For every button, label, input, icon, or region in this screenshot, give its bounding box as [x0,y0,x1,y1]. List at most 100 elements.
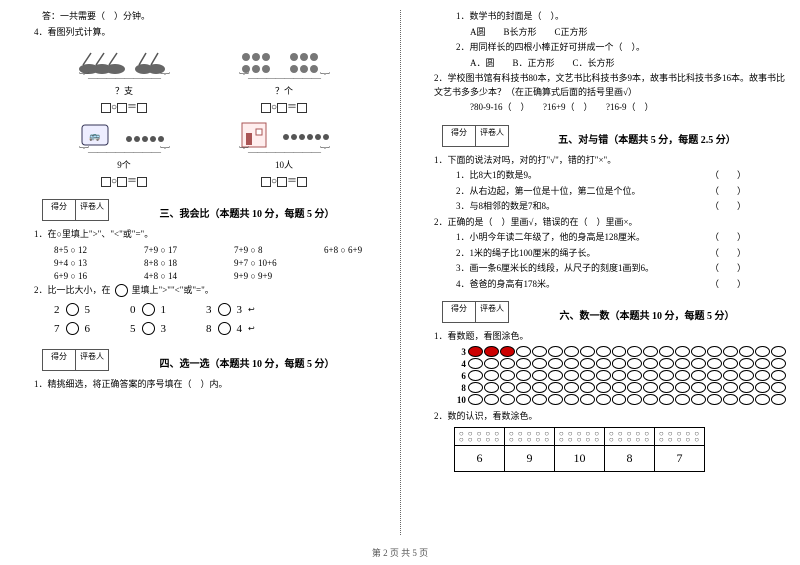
section-4-title: 四、选一选（本题共 10 分，每题 5 分） [108,345,386,370]
count-oval [771,394,786,405]
tf-row: 1．小明今年读二年级了，他的身高是128厘米。（ ） [414,231,786,245]
count-label: 6 [452,371,466,381]
count-oval [596,358,611,369]
bigcmp-cell: 76 [54,322,90,335]
section-3-title: 三、我会比（本题共 10 分，每题 5 分） [108,195,386,220]
dots-cell: ○ ○ ○ ○ ○○ ○ ○ ○ ○ [605,428,655,446]
sec4-q1: 1．精挑细选，将正确答案的序号填在（ ）内。 [14,378,386,392]
count-oval [771,346,786,357]
cmp-cell: 7+9 ○ 17 [144,245,206,255]
count-oval [755,370,770,381]
q4-text: 4．看图列式计算。 [14,26,386,40]
tf-row: 4．爸爸的身高有178米。（ ） [414,278,786,292]
count-oval [484,394,499,405]
fig4-caption: 10人 [224,158,344,171]
score-box-3: 得分 评卷人 [42,199,108,221]
count-oval [675,346,690,357]
count-oval [532,346,547,357]
tf-row: 2．从右边起，第一位是十位，第二位是个位。（ ） [414,185,786,199]
fig3-equation: ○＝ [64,172,184,187]
count-oval [468,382,483,393]
fig1-equation: ○＝ [64,98,184,113]
cmp-cell: 7+9 ○ 8 [234,245,296,255]
count-row: 4 [452,358,786,370]
figure-row-2: 🚌 ︸————————︸ 9个 ○＝ ︸————————︸ 10人 ○＝ [14,117,386,187]
count-oval [771,358,786,369]
count-oval [548,346,563,357]
count-oval [580,346,595,357]
count-oval [468,394,483,405]
count-label: 8 [452,383,466,393]
grader-cell: 评卷人 [475,301,509,323]
sec5-q2: 2．正确的是（ ）里画√，错误的在（ ）里画×。 [414,216,786,230]
r-q1-2-opts: A．圆 B．正方形 C．长方形 [414,57,786,71]
count-oval [627,370,642,381]
count-oval [612,358,627,369]
count-oval [691,346,706,357]
count-oval [723,370,738,381]
count-oval [659,370,674,381]
count-oval [723,346,738,357]
figure-row-1: ︸————————︸ ？支 ○＝ ︸————————︸ ？个 ○＝ [14,43,386,113]
tf-row: 2．1米的绳子比100厘米的绳子长。（ ） [414,247,786,261]
cmp-cell: 9+7 ○ 10+6 [234,258,296,268]
count-oval [596,382,611,393]
cmp-cell: 8+8 ○ 18 [144,258,206,268]
count-oval [468,370,483,381]
cmp-row: 8+5 ○ 127+9 ○ 177+9 ○ 86+8 ○ 6+9 [14,245,386,255]
score-cell: 得分 [442,301,476,323]
count-oval [643,370,658,381]
count-oval [707,382,722,393]
bigcmp-cell: 01 [130,303,166,316]
count-oval [643,358,658,369]
num-cell: 8 [605,446,655,472]
fig2-equation: ○＝ [224,98,344,113]
count-oval [612,394,627,405]
r-q1-1-opts: A圆 B长方形 C正方形 [414,26,786,40]
count-oval [675,382,690,393]
count-oval [707,346,722,357]
num-cell: 7 [655,446,705,472]
fig4-equation: ○＝ [224,172,344,187]
count-oval [627,394,642,405]
column-divider [400,10,401,535]
score-cell: 得分 [42,349,76,371]
r-q2: 2．学校图书馆有科技书80本，文艺书比科技书多9本，故事书比科技书多16本。故事… [414,72,786,99]
count-oval [580,358,595,369]
count-row: 3 [452,346,786,358]
count-oval [596,370,611,381]
figure-4: ︸————————︸ 10人 ○＝ [224,117,344,187]
bigcmp-row: 250133 ↩ [14,303,386,316]
sec3-q1: 1．在○里填上">"、"<"或"="。 [14,228,386,242]
sec6-q1: 1．看数题，看图涂色。 [414,330,786,344]
count-oval [516,346,531,357]
count-oval [500,358,515,369]
count-oval [707,358,722,369]
count-label: 10 [452,395,466,405]
count-oval [500,346,515,357]
cmp-cell: 8+5 ○ 12 [54,245,116,255]
section-6-title: 六、数一数（本题共 10 分，每题 5 分） [508,297,786,322]
dots-cell: ○ ○ ○ ○ ○○ ○ ○ ○ ○ [655,428,705,446]
count-oval [548,394,563,405]
count-oval [580,370,595,381]
count-oval [643,346,658,357]
fig1-caption: ？支 [64,84,184,97]
count-oval [755,346,770,357]
count-oval [659,382,674,393]
section-5-title: 五、对与错（本题共 5 分，每题 2.5 分） [508,121,786,146]
count-oval [468,346,483,357]
count-oval [612,346,627,357]
number-table: ○ ○ ○ ○ ○○ ○ ○ ○ ○○ ○ ○ ○ ○○ ○ ○ ○ ○○ ○ … [454,427,705,472]
sec3-q2: 2．比一比大小，在 里填上">""<"或"="。 [14,284,386,298]
count-oval [739,346,754,357]
num-cell: 6 [455,446,505,472]
count-row: 6 [452,370,786,382]
count-oval [612,370,627,381]
count-oval [739,358,754,369]
figure-2: ︸————————︸ ？个 ○＝ [224,43,344,113]
grader-cell: 评卷人 [75,199,109,221]
score-cell: 得分 [42,199,76,221]
bigcmp-cell: 25 [54,303,90,316]
count-oval [627,346,642,357]
